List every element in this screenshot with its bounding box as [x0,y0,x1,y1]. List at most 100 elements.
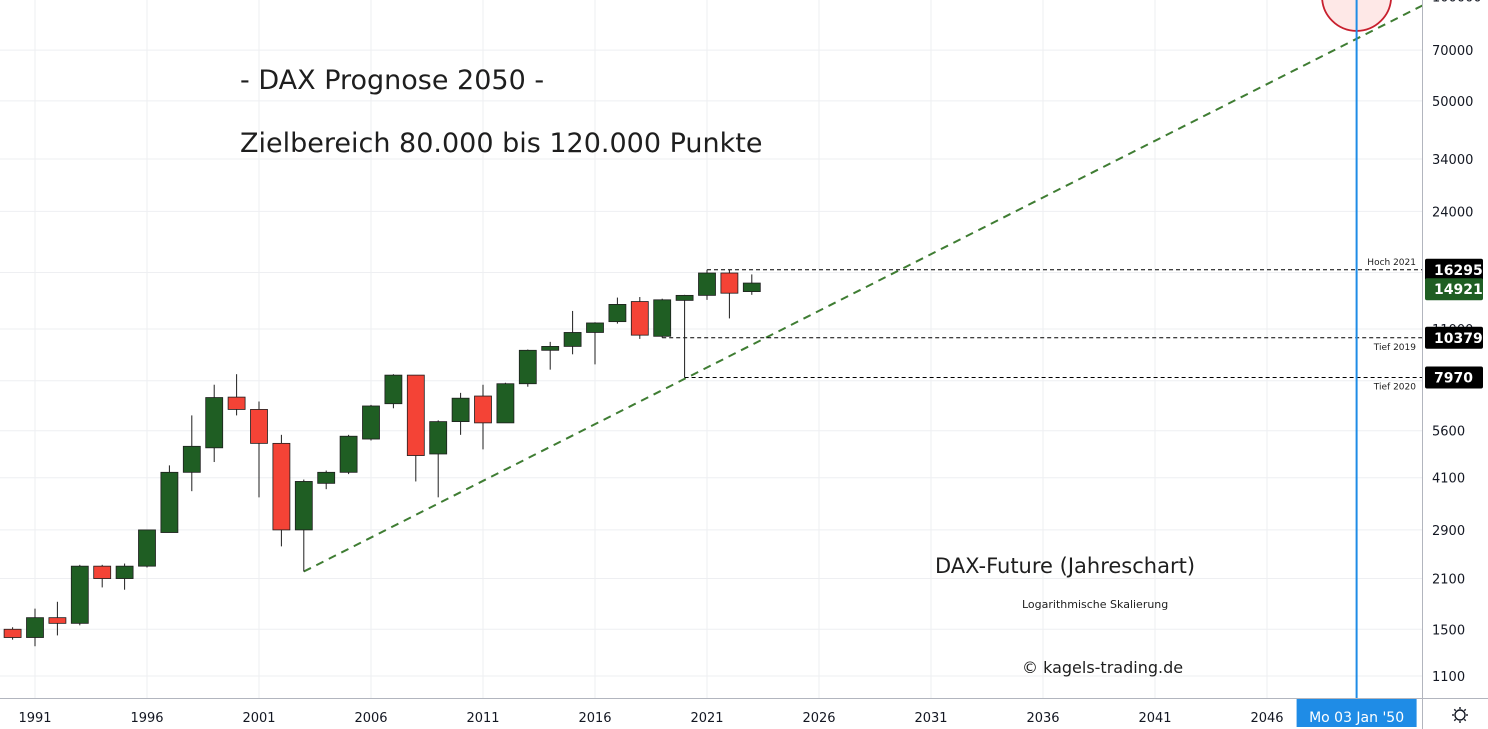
candle [317,470,336,490]
candle-body [339,435,358,473]
cursor-date-bg [1296,699,1417,727]
candle-body [563,332,582,347]
candle-body [653,299,672,337]
level-tag-text: 16295 [1434,263,1483,279]
candle-body [317,471,336,484]
candle [451,392,470,435]
candle-body [630,301,649,336]
candle-body [675,294,694,301]
x-tick-label: 2011 [466,711,499,726]
x-tick-label: 2006 [354,711,387,726]
level-label: Hoch 2021 [1367,258,1416,268]
level-tag-text: 10379 [1434,331,1483,347]
level-label: Tief 2020 [1373,383,1416,393]
x-tick-label: 2031 [914,711,947,726]
scale-note: Logarithmische Skalierung [1022,598,1168,611]
candle [227,374,246,416]
candle [586,322,604,365]
candle-body [160,471,179,533]
candle [339,434,358,475]
candle [115,563,134,590]
candle-body [70,565,89,624]
level-tag-text: 7970 [1434,371,1473,387]
candle [406,374,425,482]
candle [742,274,761,295]
candle-body [205,397,224,449]
candle [653,298,672,338]
x-tick-label: 1996 [130,711,163,726]
candle-body [250,409,268,444]
cursor-date-label: Mo 03 Jan '50 [1309,710,1404,726]
candle [474,384,492,450]
y-tick-label: 50000 [1432,95,1473,110]
candle [541,341,560,370]
x-tick-label: 2016 [578,711,611,726]
candle [720,269,739,319]
trend-layer [303,1,1429,573]
candle [250,401,268,498]
level-layer: Hoch 2021 Tief 2019 Tief 2020 [662,258,1422,393]
candle-body [26,617,44,638]
candle-body [720,272,739,294]
candle [272,434,291,547]
x-axis-panel [0,698,1488,729]
last-price-tag: 14921 [1425,278,1483,301]
candle [70,564,89,626]
candle-body [586,322,604,333]
candle-body [474,395,492,424]
candle [429,420,448,498]
candle [205,384,224,463]
candle [384,374,403,409]
candle-body [429,421,448,455]
candle-body [362,405,380,440]
y-tick-label: 24000 [1432,205,1473,220]
y-tick-label: 2100 [1432,573,1465,588]
x-axis-ticks[interactable]: 1991 1996 2001 2006 2011 2016 2021 2026 2031 2036… [18,711,1283,726]
x-tick-label: 2001 [242,711,275,726]
candle-body [294,481,313,531]
y-tick-label: 70000 [1432,44,1473,59]
candle [48,601,67,636]
x-tick-label: 1991 [18,711,51,726]
level-tag: 10379 [1425,326,1483,349]
y-axis-panel [1422,0,1488,729]
x-tick-label: 2046 [1250,711,1283,726]
cursor-layer: Mo 03 Jan '50 [1296,0,1417,727]
level-tag-bg [1425,258,1483,281]
candle-body [48,617,67,624]
y-tick-label: 5600 [1432,425,1465,440]
candle-body [272,442,291,531]
candle [608,297,627,324]
y-tick-label: 100000 [1432,0,1482,5]
candle-body [115,565,134,579]
last-price-tag-text: 14921 [1434,282,1483,298]
candle-body [608,304,627,323]
candle [93,564,112,588]
candle-body [451,397,470,423]
candle [138,529,156,568]
last-price-tag-bg [1425,278,1483,301]
settings-gear-icon[interactable] [1452,707,1468,723]
candle [26,608,44,647]
level-tag-bg [1425,366,1483,389]
trendline [303,1,1429,573]
candle-body [227,396,246,410]
level-label: Tief 2019 [1373,343,1416,353]
candle [698,269,716,300]
grid-layer [0,0,1422,698]
candle-body [138,529,156,567]
series-label: DAX-Future (Jahreschart) [935,554,1195,578]
candle-layer [3,269,761,647]
candle [182,415,201,492]
level-tag: 7970 [1425,366,1483,389]
candle [563,310,582,355]
candle-body [406,374,425,456]
candle [675,294,694,378]
chart-subtitle: Zielbereich 80.000 bis 120.000 Punkte [240,128,762,159]
x-tick-label: 2036 [1026,711,1059,726]
level-tag-bg [1425,326,1483,349]
x-tick-label: 2021 [690,711,723,726]
candle [496,382,515,424]
